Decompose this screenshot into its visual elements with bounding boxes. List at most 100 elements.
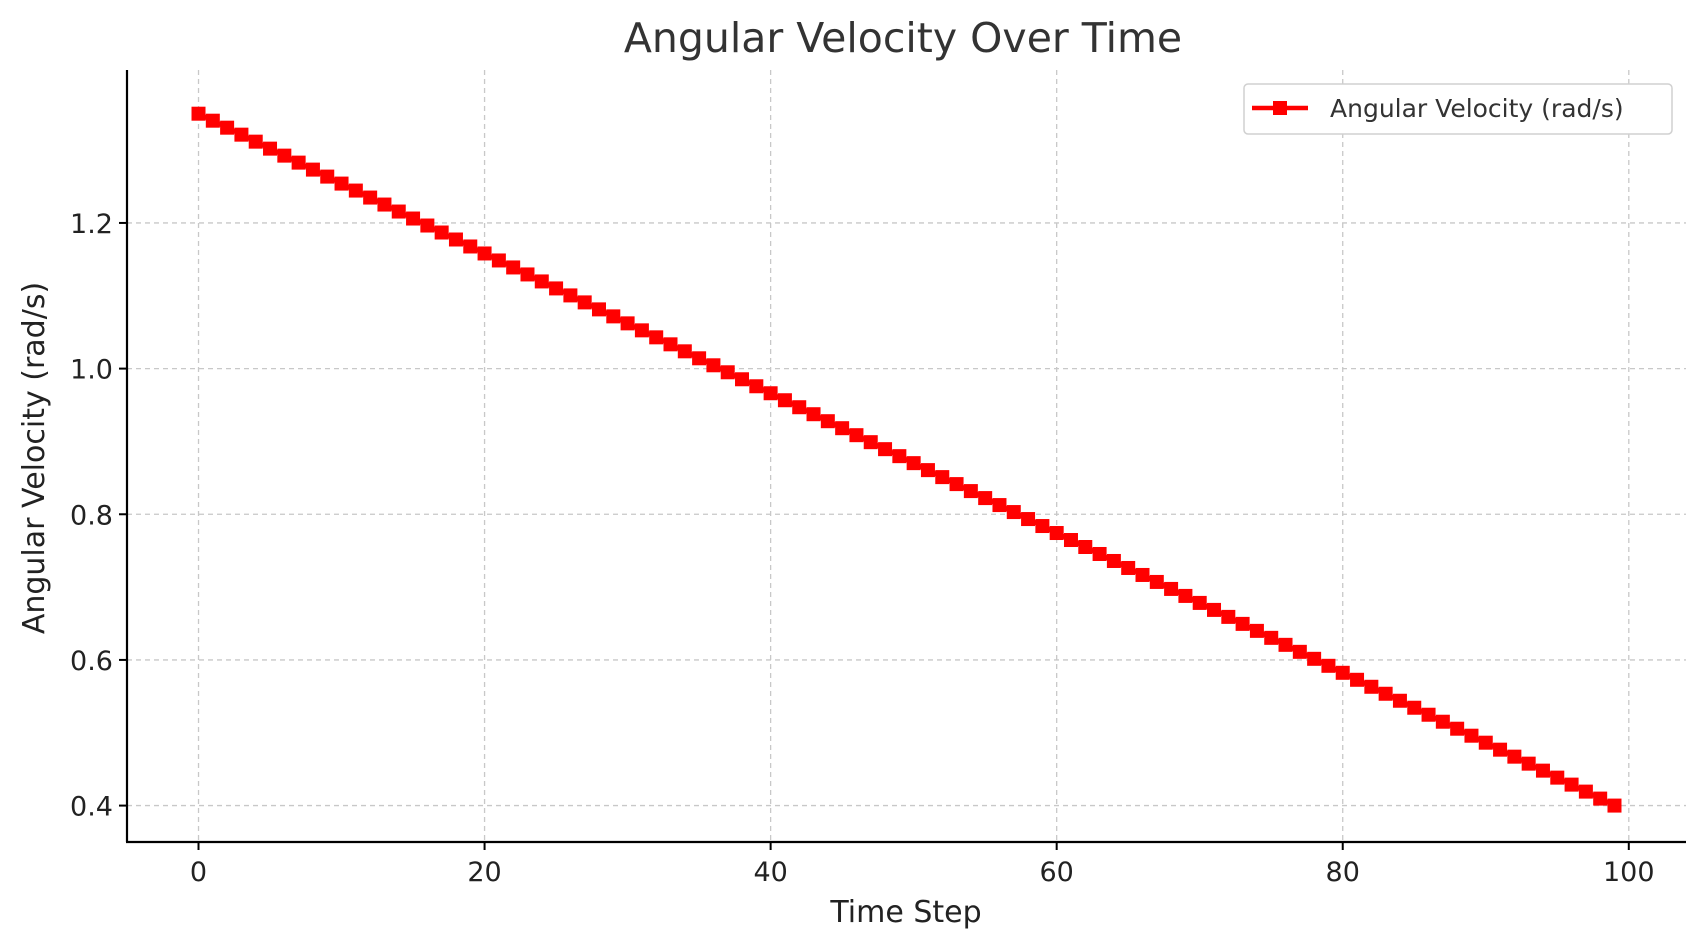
legend-box [1243, 83, 1673, 135]
data-point-marker [706, 358, 721, 373]
data-point-marker [777, 393, 792, 408]
data-point-marker [1450, 721, 1465, 736]
data-point-marker [1021, 512, 1036, 527]
data-point-marker [1106, 553, 1121, 568]
data-point-marker [591, 302, 606, 317]
data-point-marker [348, 183, 363, 198]
data-point-marker [205, 113, 220, 128]
data-point-marker [1006, 505, 1021, 520]
data-point-marker [1078, 540, 1093, 554]
data-point-marker [1564, 777, 1579, 792]
data-point-marker [1207, 602, 1222, 617]
data-point-marker [1535, 763, 1550, 778]
data-point-marker [363, 190, 378, 205]
data-point-marker [549, 281, 564, 296]
data-point-marker [277, 148, 292, 163]
data-point-marker [806, 407, 821, 422]
data-point-marker [191, 106, 206, 121]
series-layer [191, 106, 1622, 813]
data-point-marker [920, 463, 935, 478]
y-tick-label: 0.6 [70, 646, 113, 677]
data-point-marker [434, 225, 449, 240]
legend-entry-label: Angular Velocity (rad/s) [1330, 94, 1624, 123]
y-tick-label: 0.4 [70, 792, 113, 823]
data-point-marker [1321, 658, 1336, 673]
data-point-marker [263, 141, 278, 156]
data-point-marker [1350, 672, 1365, 687]
data-point-marker [1578, 784, 1593, 799]
data-point-marker [448, 232, 463, 247]
data-point-marker [763, 386, 778, 401]
data-point-marker [935, 470, 950, 485]
data-point-marker [963, 484, 978, 499]
data-point-marker [563, 288, 578, 303]
data-point-marker [1292, 644, 1307, 659]
data-point-marker [978, 491, 993, 506]
data-point-marker [1378, 686, 1393, 701]
data-point-marker [377, 197, 392, 212]
data-point-marker [463, 239, 478, 254]
data-point-marker [320, 169, 335, 184]
x-tick-label: 20 [467, 857, 501, 888]
data-point-marker [1221, 609, 1236, 624]
legend: Angular Velocity (rad/s) [1243, 83, 1673, 135]
data-point-marker [1607, 798, 1622, 813]
data-point-marker [878, 442, 893, 457]
data-point-marker [1421, 707, 1436, 722]
data-point-marker [1178, 588, 1193, 603]
data-point-marker [406, 211, 421, 226]
data-point-marker [1164, 581, 1179, 596]
data-point-marker [1249, 623, 1264, 638]
data-point-marker [491, 253, 506, 268]
data-point-marker [863, 435, 878, 450]
data-point-marker [1550, 770, 1565, 785]
series-line [197, 111, 1616, 808]
data-point-marker [1121, 560, 1136, 575]
data-point-marker [305, 162, 320, 177]
data-point-marker [620, 316, 635, 331]
data-point-marker [949, 477, 964, 492]
x-axis-label: Time Step [829, 895, 981, 930]
data-point-marker [820, 414, 835, 429]
data-point-marker [1235, 616, 1250, 631]
data-point-marker [1335, 665, 1350, 680]
y-tick-label: 1.2 [70, 209, 113, 240]
data-point-marker [1278, 637, 1293, 652]
data-point-marker [1507, 749, 1522, 764]
data-point-marker [1049, 526, 1064, 541]
data-point-marker [735, 372, 750, 387]
x-tick-label: 40 [753, 857, 787, 888]
data-point-marker [334, 176, 349, 191]
data-point-marker [391, 204, 406, 219]
data-point-marker [248, 134, 263, 149]
data-point-marker [1092, 546, 1107, 561]
data-point-marker [892, 449, 907, 464]
data-point-marker [749, 379, 764, 394]
data-point-marker [835, 421, 850, 436]
y-tick-label: 0.8 [70, 500, 113, 531]
y-tick-label: 1.0 [70, 355, 113, 386]
data-point-marker [234, 127, 249, 142]
data-point-marker [1464, 728, 1479, 743]
data-point-marker [506, 260, 521, 275]
data-point-marker [1192, 595, 1207, 610]
data-point-marker [1521, 756, 1536, 771]
data-point-marker [1593, 791, 1608, 806]
data-point-marker [1392, 693, 1407, 708]
data-point-marker [849, 428, 864, 443]
data-point-marker [906, 456, 921, 471]
data-point-marker [663, 337, 678, 352]
data-point-marker [634, 323, 649, 338]
legend-marker-swatch [1273, 101, 1287, 115]
x-tick-label: 0 [190, 857, 207, 888]
data-point-marker [720, 365, 735, 380]
data-point-marker [1063, 533, 1078, 548]
data-point-marker [520, 267, 535, 282]
data-point-marker [792, 400, 807, 415]
data-point-marker [649, 330, 664, 345]
data-point-marker [1035, 519, 1050, 534]
data-point-marker [1149, 574, 1164, 589]
data-point-marker [1307, 651, 1322, 666]
data-point-marker [291, 155, 306, 170]
